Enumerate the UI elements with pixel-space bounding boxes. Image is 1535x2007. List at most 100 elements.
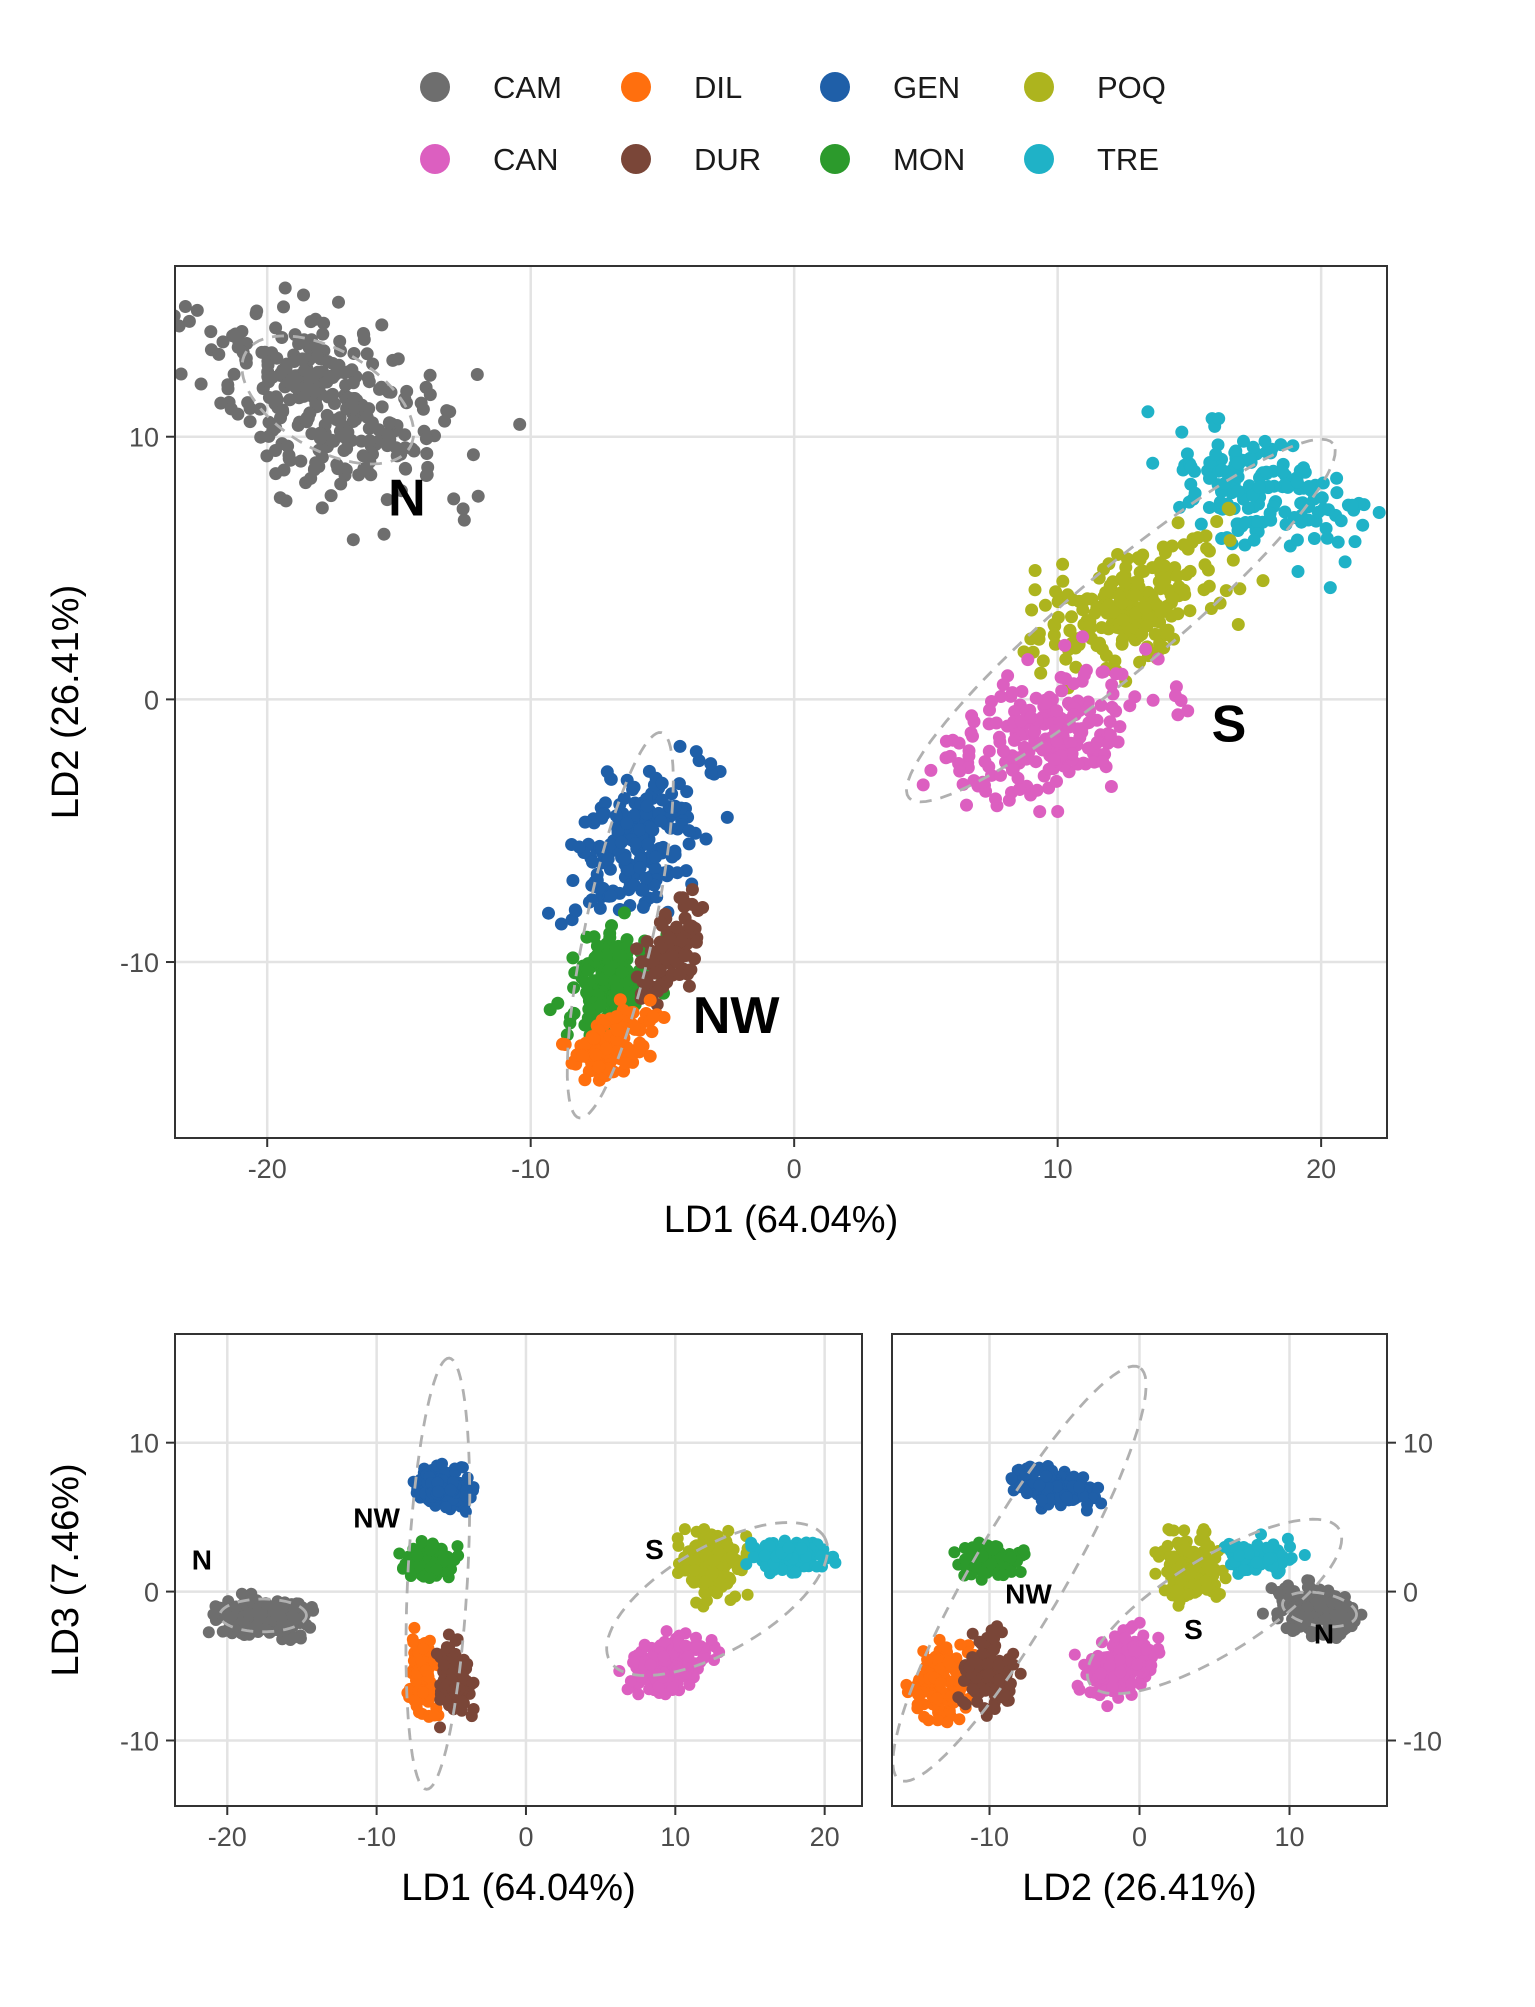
point-can [1171, 708, 1185, 722]
point-dur [674, 934, 688, 948]
point-gen [572, 840, 586, 854]
point-poq [1056, 557, 1070, 571]
point-gen [704, 757, 718, 771]
point-tre [1316, 476, 1330, 490]
point-cam [420, 447, 434, 460]
point-poq [1158, 574, 1172, 588]
point-can [1105, 678, 1119, 692]
point-tre [1252, 480, 1266, 494]
point-poq [1138, 601, 1152, 615]
point-can [1145, 1659, 1158, 1672]
point-tre [1219, 1540, 1231, 1553]
point-gen [648, 861, 662, 875]
point-gen [655, 776, 669, 790]
point-dil [610, 1032, 624, 1046]
point-gen [432, 1485, 445, 1498]
confidence-ellipse [892, 1364, 1148, 1783]
point-gen [620, 816, 634, 830]
point-tre [789, 1566, 802, 1579]
confidence-ellipse [1085, 1517, 1344, 1696]
point-cam [334, 477, 348, 491]
plot-frame [174, 265, 1388, 1139]
point-dil [417, 1686, 429, 1699]
point-can [1030, 783, 1044, 797]
point-can [658, 1635, 671, 1648]
point-cam [316, 327, 330, 341]
point-poq [698, 1523, 711, 1536]
point-cam [269, 421, 283, 435]
point-poq [1166, 591, 1180, 605]
point-can [1103, 715, 1117, 729]
point-poq [1036, 654, 1050, 668]
point-poq [1199, 1537, 1212, 1549]
point-cam [254, 430, 268, 444]
point-cam [1325, 1596, 1338, 1609]
point-dur [987, 1701, 1000, 1714]
point-cam [232, 334, 246, 348]
point-tre [1146, 456, 1160, 470]
point-mon [590, 949, 604, 963]
point-mon [566, 951, 580, 965]
point-gen [461, 1471, 474, 1484]
point-can [1181, 704, 1195, 718]
point-dil [408, 1694, 421, 1707]
point-tre [1141, 405, 1155, 419]
point-gen [640, 799, 654, 813]
point-cam [283, 453, 297, 467]
point-gen [565, 913, 579, 927]
point-poq [1090, 639, 1104, 653]
point-gen [566, 874, 580, 887]
point-cam [286, 1610, 299, 1623]
point-cam [175, 319, 186, 333]
points [202, 1457, 842, 1734]
point-tre [1263, 1552, 1276, 1565]
point-gen [578, 815, 592, 829]
point-can [1125, 1677, 1138, 1690]
point-can [1096, 755, 1110, 769]
cluster-cam [202, 1587, 320, 1646]
point-poq [1231, 618, 1245, 631]
point-can [943, 749, 957, 763]
point-tre [782, 1541, 795, 1554]
point-tre [1323, 581, 1337, 595]
point-poq [1047, 628, 1061, 642]
point-cam [175, 367, 188, 381]
point-cam [298, 363, 312, 377]
point-can [1015, 685, 1029, 698]
point-dil [589, 1048, 603, 1062]
point-tre [1276, 1556, 1289, 1569]
point-dil [610, 1023, 624, 1037]
point-can [1119, 1631, 1132, 1644]
point-tre [1194, 517, 1208, 531]
point-cam [276, 1600, 289, 1613]
point-tre [1348, 535, 1362, 549]
point-tre [1239, 516, 1252, 529]
y-tick-label: 10 [129, 1429, 159, 1459]
point-cam [249, 307, 263, 321]
point-tre [1372, 506, 1386, 519]
point-can [976, 775, 990, 789]
point-gen [431, 1476, 444, 1489]
point-cam [220, 1624, 233, 1637]
point-can [1051, 805, 1065, 818]
confidence-ellipse [565, 731, 675, 1120]
point-can [1062, 720, 1076, 734]
point-tre [1202, 501, 1216, 514]
point-can [962, 749, 976, 763]
cluster-mon [393, 1535, 465, 1584]
group-label-s: S [645, 1534, 664, 1565]
point-dur [966, 1627, 979, 1640]
point-cam [269, 467, 283, 481]
cluster-can [1068, 1616, 1166, 1713]
y-axis-title: LD3 (7.46%) [45, 1463, 87, 1676]
point-can [1106, 1681, 1119, 1693]
point-can [982, 744, 996, 758]
point-cam [194, 377, 208, 391]
point-mon [451, 1540, 464, 1553]
point-cam [223, 1611, 236, 1624]
point-poq [1158, 546, 1172, 560]
point-gen [655, 793, 669, 807]
point-poq [1221, 501, 1235, 515]
point-dil [619, 1056, 633, 1070]
